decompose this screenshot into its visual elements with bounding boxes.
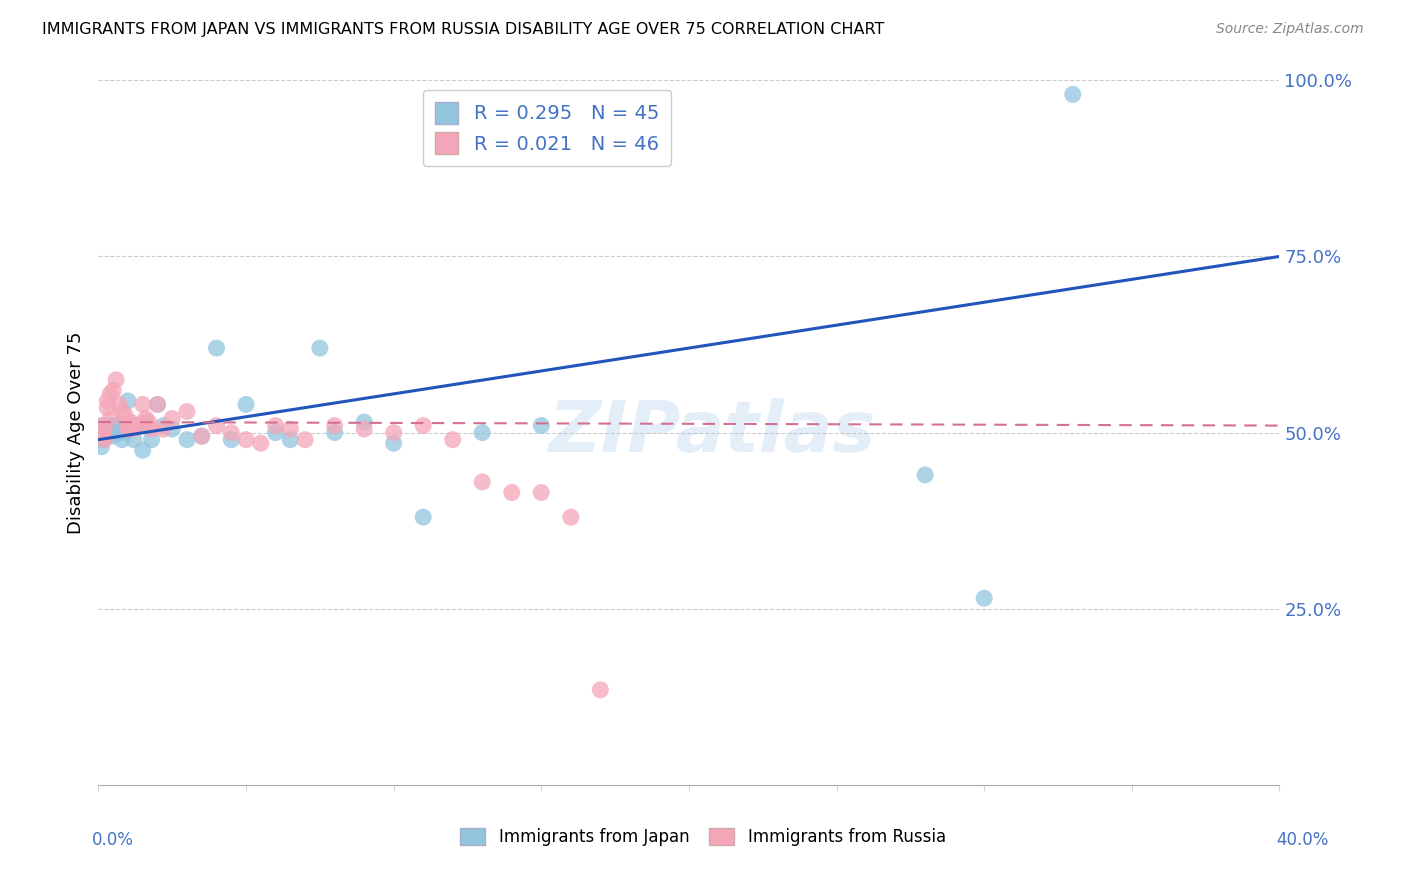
Point	[98, 411, 121, 425]
Point	[103, 429, 125, 443]
Text: ZIPatlas: ZIPatlas	[548, 398, 876, 467]
Point	[141, 422, 163, 436]
Legend: R = 0.295   N = 45, R = 0.021   N = 46: R = 0.295 N = 45, R = 0.021 N = 46	[423, 90, 671, 166]
Point	[90, 429, 112, 443]
Point	[221, 433, 243, 447]
Point	[176, 433, 198, 447]
Point	[117, 393, 139, 408]
Point	[162, 422, 183, 436]
Point	[90, 418, 112, 433]
Point	[120, 418, 142, 433]
Point	[141, 433, 163, 447]
Point	[96, 393, 118, 408]
Point	[90, 425, 112, 440]
Point	[103, 384, 125, 398]
Point	[146, 397, 169, 411]
Point	[146, 397, 169, 411]
Y-axis label: Disability Age Over 75: Disability Age Over 75	[66, 331, 84, 534]
Point	[93, 429, 115, 443]
Point	[162, 411, 183, 425]
Point	[589, 682, 612, 697]
Point	[412, 418, 434, 433]
Point	[250, 436, 273, 450]
Text: 0.0%: 0.0%	[91, 831, 134, 849]
Point	[221, 425, 243, 440]
Point	[191, 429, 214, 443]
Point	[90, 425, 112, 440]
Point	[96, 422, 118, 436]
Point	[105, 373, 128, 387]
Point	[111, 433, 134, 447]
Point	[973, 591, 995, 606]
Point	[152, 418, 174, 433]
Point	[105, 418, 128, 433]
Point	[530, 485, 553, 500]
Point	[264, 418, 287, 433]
Point	[111, 404, 134, 418]
Point	[294, 433, 316, 447]
Legend: Immigrants from Japan, Immigrants from Russia: Immigrants from Japan, Immigrants from R…	[454, 821, 952, 853]
Point	[117, 422, 139, 436]
Point	[323, 418, 346, 433]
Point	[132, 397, 155, 411]
Point	[138, 415, 160, 429]
Point	[323, 425, 346, 440]
Point	[914, 467, 936, 482]
Point	[111, 418, 134, 433]
Point	[135, 411, 157, 425]
Point	[309, 341, 332, 355]
Point	[135, 415, 157, 429]
Point	[98, 418, 121, 433]
Point	[471, 475, 494, 489]
Point	[117, 418, 139, 433]
Point	[501, 485, 523, 500]
Point	[98, 387, 121, 401]
Point	[412, 510, 434, 524]
Point	[114, 425, 136, 440]
Text: Source: ZipAtlas.com: Source: ZipAtlas.com	[1216, 22, 1364, 37]
Point	[205, 341, 228, 355]
Point	[441, 433, 464, 447]
Point	[96, 401, 118, 415]
Point	[152, 422, 174, 436]
Point	[205, 418, 228, 433]
Point	[117, 422, 139, 436]
Point	[114, 408, 136, 422]
Point	[191, 429, 214, 443]
Text: IMMIGRANTS FROM JAPAN VS IMMIGRANTS FROM RUSSIA DISABILITY AGE OVER 75 CORRELATI: IMMIGRANTS FROM JAPAN VS IMMIGRANTS FROM…	[42, 22, 884, 37]
Point	[1062, 87, 1084, 102]
Point	[176, 404, 198, 418]
Point	[132, 443, 155, 458]
Point	[280, 422, 302, 436]
Point	[382, 425, 405, 440]
Point	[108, 397, 131, 411]
Point	[90, 440, 112, 454]
Point	[93, 433, 115, 447]
Point	[235, 433, 257, 447]
Text: 40.0%: 40.0%	[1277, 831, 1329, 849]
Point	[93, 422, 115, 436]
Point	[122, 422, 145, 436]
Point	[125, 418, 148, 433]
Point	[382, 436, 405, 450]
Point	[471, 425, 494, 440]
Point	[108, 425, 131, 440]
Point	[103, 422, 125, 436]
Point	[98, 425, 121, 440]
Point	[280, 433, 302, 447]
Point	[530, 418, 553, 433]
Point	[353, 422, 375, 436]
Point	[122, 433, 145, 447]
Point	[560, 510, 582, 524]
Point	[93, 425, 115, 440]
Point	[93, 429, 115, 443]
Point	[353, 415, 375, 429]
Point	[235, 397, 257, 411]
Point	[90, 433, 112, 447]
Point	[125, 418, 148, 433]
Point	[264, 425, 287, 440]
Point	[96, 429, 118, 443]
Point	[93, 418, 115, 433]
Point	[120, 415, 142, 429]
